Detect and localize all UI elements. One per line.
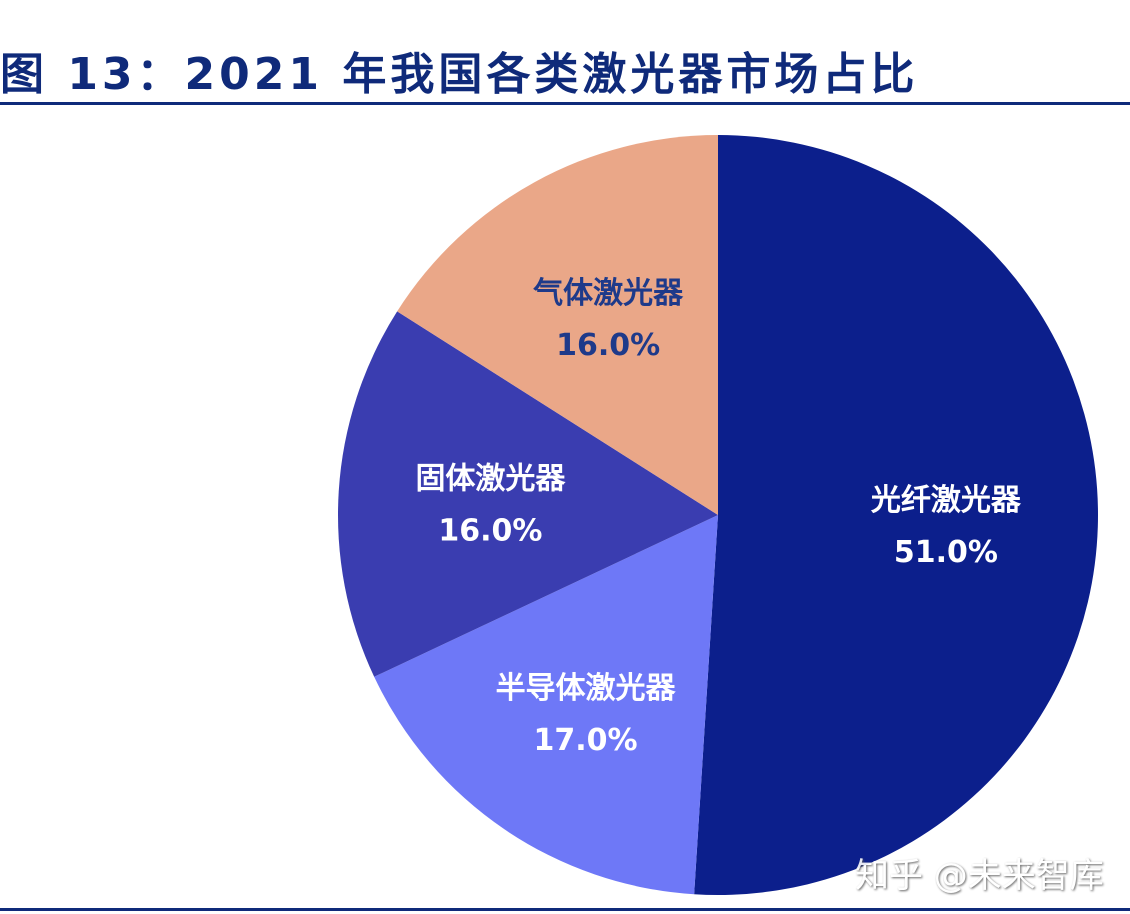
slice-category-label: 气体激光器 [533,276,684,311]
slice-category-label: 光纤激光器 [871,483,1022,518]
slice-category-label: 半导体激光器 [496,671,677,706]
bottom-divider [0,908,1130,911]
slice-value-label: 17.0% [534,723,638,758]
slice-value-label: 51.0% [894,535,998,570]
watermark: 知乎 @未来智库 [855,856,1104,896]
pie-slice [694,135,1098,895]
slice-category-label: 固体激光器 [415,462,566,497]
slice-value-label: 16.0% [556,328,660,363]
slice-value-label: 16.0% [438,514,542,549]
pie-slice [397,135,718,515]
chart-title: 图 13：2021 年我国各类激光器市场占比 [0,49,919,100]
title-divider [0,102,1130,105]
pie-slice [338,311,718,677]
pie-slice [374,515,718,895]
